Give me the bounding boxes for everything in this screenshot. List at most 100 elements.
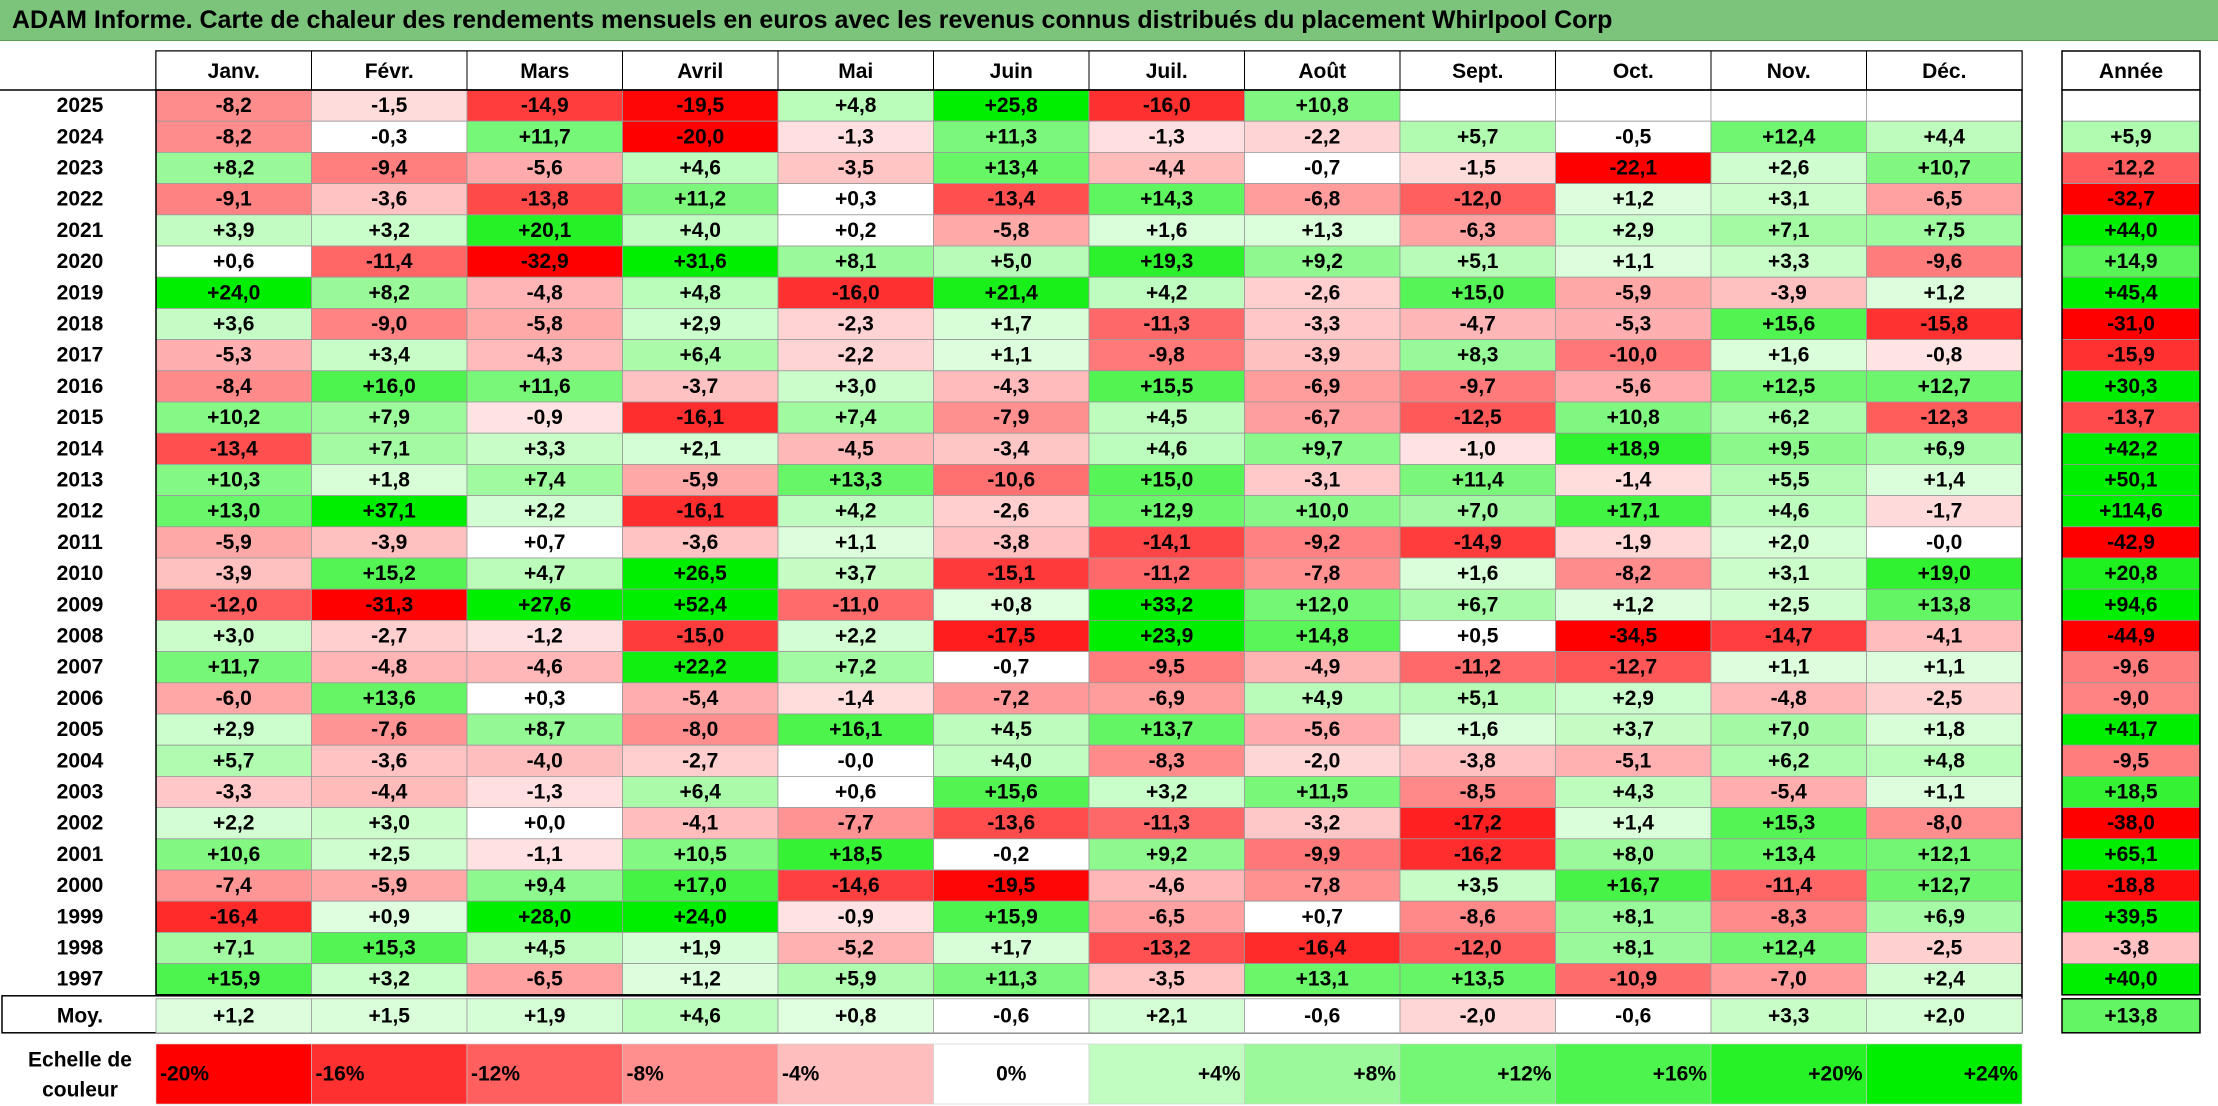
heatmap-cell: [155, 495, 312, 528]
cell-value: +8,0: [1613, 843, 1654, 866]
cell-value: -11,3: [1143, 313, 1190, 336]
scale-value: -8%: [627, 1063, 665, 1086]
annual-cell: [2061, 401, 2201, 434]
cell-value: +15,9: [207, 968, 260, 991]
cell-value: +27,6: [518, 593, 571, 616]
cell-value: +0,6: [835, 781, 876, 804]
scale-swatch: [1710, 1043, 1867, 1105]
heatmap-cell: [1866, 463, 2023, 496]
cell-value: +6,2: [1768, 749, 1809, 772]
scale-swatch: [1866, 1043, 2023, 1105]
cell-value: +3,6: [213, 313, 254, 336]
scale-value: +8%: [1353, 1063, 1396, 1086]
heatmap-cell: [1866, 276, 2023, 309]
chart-title: ADAM Informe. Carte de chaleur des rende…: [12, 6, 1613, 34]
cell-value: +8,3: [1457, 344, 1498, 367]
cell-value: -12,0: [210, 593, 258, 616]
annual-value: -38,0: [2107, 812, 2155, 835]
heatmap-cell: [466, 869, 623, 902]
cell-value: +11,3: [985, 968, 1037, 991]
year-label: 2007: [57, 656, 104, 679]
heatmap-cell: [1866, 557, 2023, 590]
cell-value: +7,5: [1924, 219, 1966, 242]
heatmap-cell: [1710, 900, 1867, 933]
cell-value: +26,5: [674, 562, 727, 585]
cell-value: -19,5: [987, 874, 1035, 897]
year-label: 2019: [57, 281, 104, 304]
cell-value: -4,8: [527, 281, 564, 304]
cell-value: +13,8: [1918, 593, 1971, 616]
average-value: +0,8: [835, 1004, 877, 1027]
cell-value: +7,4: [835, 406, 877, 429]
cell-value: +11,2: [674, 188, 726, 211]
heatmap-cell: [1399, 776, 1556, 809]
heatmap-cell: [155, 620, 312, 653]
heatmap-cell: [933, 744, 1090, 777]
header-cell: [622, 50, 779, 91]
cell-value: +1,7: [991, 313, 1032, 336]
year-label: 2002: [57, 812, 104, 835]
heatmap-cell: [1555, 900, 1712, 933]
cell-value: -8,3: [1771, 905, 1807, 928]
heatmap-cell: [155, 401, 312, 434]
cell-value: -2,5: [1926, 687, 1963, 710]
heatmap-cell: [1866, 900, 2023, 933]
heatmap-cell: [1710, 495, 1867, 528]
heatmap-cell: [622, 214, 779, 247]
cell-value: +11,7: [519, 125, 571, 148]
month-header: Mars: [520, 60, 569, 83]
cell-value: +7,0: [1768, 718, 1809, 741]
cell-value: -5,9: [371, 874, 407, 897]
cell-value: -6,0: [216, 687, 252, 710]
cell-value: -6,8: [1304, 188, 1341, 211]
cell-value: +15,2: [363, 562, 416, 585]
cell-value: -9,6: [1926, 250, 1962, 273]
heatmap-cell: [1088, 900, 1245, 933]
cell-value: +10,5: [674, 843, 727, 866]
cell-value: +14,8: [1296, 625, 1349, 648]
heatmap-cell: [1244, 932, 1401, 965]
cell-value: +9,2: [1302, 250, 1343, 273]
cell-value: -13,4: [210, 437, 258, 460]
heatmap-cell: [622, 869, 779, 902]
year-label: 2003: [57, 781, 104, 804]
cell-value: +4,0: [680, 219, 721, 242]
annual-value: +20,8: [2104, 562, 2157, 585]
heatmap-cell: [466, 370, 623, 403]
annual-cell: [2061, 932, 2201, 965]
heatmap-cell: [777, 495, 934, 528]
cell-value: -4,3: [993, 375, 1029, 398]
heatmap-cell: [1555, 339, 1712, 372]
cell-value: -11,3: [1143, 812, 1190, 835]
heatmap-cell: [311, 713, 468, 746]
cell-value: -4,8: [1771, 687, 1808, 710]
heatmap-cell: [1399, 89, 1556, 122]
cell-value: +8,1: [1613, 937, 1655, 960]
heatmap-cell: [622, 744, 779, 777]
heatmap-cell: [933, 307, 1090, 340]
month-header: Août: [1298, 60, 1346, 83]
year-label: 2025: [57, 94, 104, 117]
cell-value: -3,9: [1304, 344, 1340, 367]
cell-value: +5,1: [1457, 250, 1499, 273]
heatmap-cell: [1710, 89, 1867, 122]
annual-value: -15,9: [2107, 344, 2155, 367]
heatmap-cell: [622, 776, 779, 809]
cell-value: +33,2: [1140, 593, 1193, 616]
average-value: +1,2: [213, 1004, 254, 1027]
annual-value: -32,7: [2107, 188, 2155, 211]
average-value: -0,6: [993, 1004, 1029, 1027]
cell-value: -1,1: [527, 843, 564, 866]
heatmap-cell: [1555, 651, 1712, 684]
cell-value: +1,3: [1302, 219, 1343, 242]
annual-value: +18,5: [2104, 781, 2157, 804]
cell-value: -1,5: [1460, 157, 1497, 180]
cell-value: -0,2: [993, 843, 1029, 866]
average-cell: [933, 998, 1090, 1034]
heatmap-cell: [1399, 463, 1556, 496]
cell-value: -22,1: [1609, 157, 1657, 180]
annual-value: -42,9: [2107, 531, 2155, 554]
heatmap-cell: [1555, 120, 1712, 153]
header-cell: [1399, 50, 1556, 91]
heatmap-cell: [466, 682, 623, 715]
